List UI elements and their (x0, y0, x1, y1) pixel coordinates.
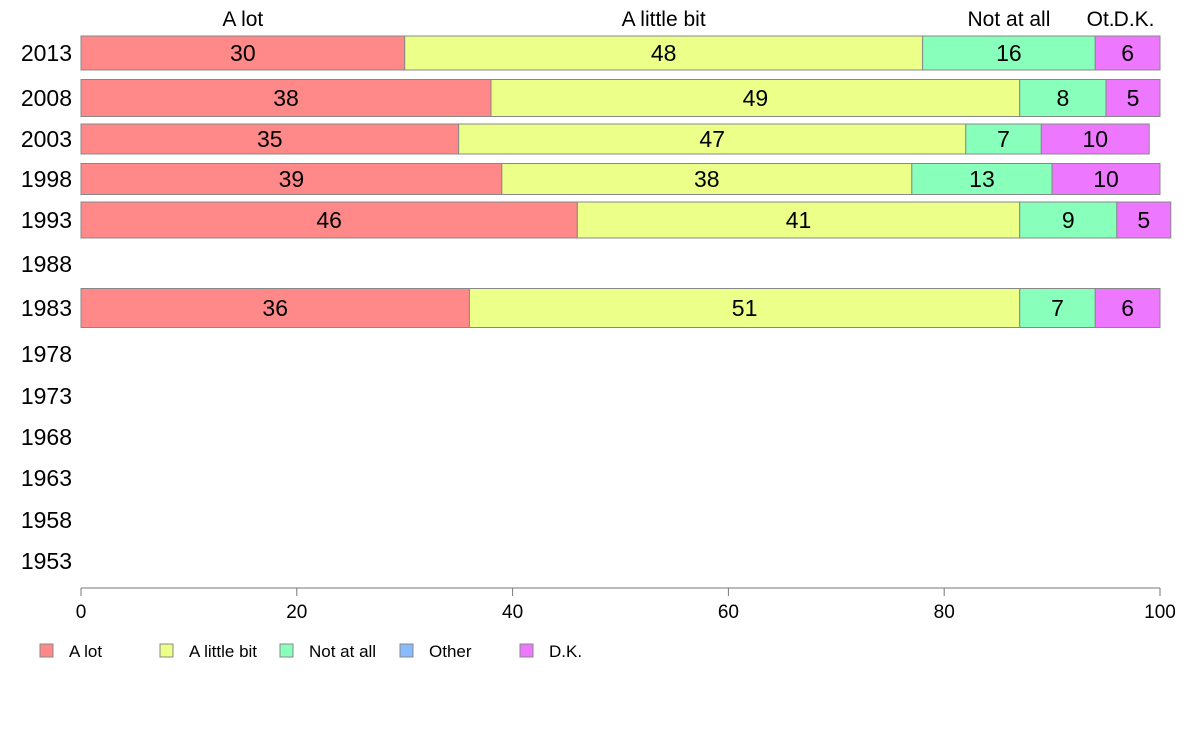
legend-label-a-little-bit: A little bit (189, 642, 257, 661)
x-tick-label: 80 (934, 602, 955, 623)
bar-2013-a-little-bit (404, 35, 924, 71)
data-label-2003-d-k: 10 (1082, 126, 1108, 152)
data-label-1993-a-lot: 46 (316, 207, 342, 233)
data-label-2008-d-k: 5 (1127, 85, 1140, 111)
legend-swatch-other (399, 643, 414, 658)
x-tick-label: 0 (76, 602, 87, 623)
data-label-1993-a-little-bit: 41 (786, 207, 812, 233)
bar-1998-a-lot (80, 163, 503, 195)
column-headers: A lot A little bit Not at all Ot. D.K. (222, 8, 1154, 31)
data-label-1983-a-little-bit: 51 (732, 295, 758, 321)
bar-1998-a-little-bit (501, 163, 913, 195)
bar-2008-a-lot (80, 79, 492, 117)
data-label-2013-a-little-bit: 48 (651, 40, 677, 66)
year-label-1988: 1988 (21, 251, 72, 277)
x-tick-label: 60 (718, 602, 739, 623)
bar-2013-a-lot (80, 35, 406, 71)
legend-swatch-a-lot (39, 643, 54, 658)
data-label-1998-d-k: 10 (1093, 166, 1119, 192)
legend-swatch-a-little-bit (159, 643, 174, 658)
year-label-1993: 1993 (21, 207, 72, 233)
legend-swatch-not-at-all (279, 643, 294, 658)
data-label-2003-a-little-bit: 47 (699, 126, 725, 152)
legend: A lot A little bit Not at all Other D.K. (39, 642, 582, 661)
year-labels: 2013 2008 2003 1998 1993 1988 1983 1978 1973 1968… (21, 40, 72, 574)
bar-1993-not-at-all (1019, 201, 1118, 239)
bar-1993-a-lot (80, 201, 578, 239)
bar-2003-d-k (1040, 123, 1150, 155)
bar-1983-not-at-all (1019, 288, 1096, 328)
year-label-1973: 1973 (21, 383, 72, 409)
column-header-a-lot: A lot (222, 8, 263, 31)
year-label-1998: 1998 (21, 166, 72, 192)
legend-label-a-lot: A lot (69, 642, 102, 661)
x-tick-label: 20 (286, 602, 307, 623)
bar-2003-a-lot (80, 123, 460, 155)
bar-1983-a-lot (80, 288, 470, 328)
column-header-not-at-all: Not at all (968, 8, 1051, 31)
bar-2003-a-little-bit (458, 123, 967, 155)
year-label-2008: 2008 (21, 85, 72, 111)
data-label-2013-not-at-all: 16 (996, 40, 1022, 66)
bar-1983-a-little-bit (468, 288, 1021, 328)
bar-1993-a-little-bit (576, 201, 1021, 239)
data-label-2003-not-at-all: 7 (997, 126, 1010, 152)
bar-1998-d-k (1051, 163, 1161, 195)
year-label-1958: 1958 (21, 507, 72, 533)
column-header-d-k: D.K. (1114, 8, 1155, 31)
data-label-1993-d-k: 5 (1137, 207, 1150, 233)
data-label-1998-a-lot: 39 (279, 166, 305, 192)
data-label-2008-a-lot: 38 (273, 85, 299, 111)
year-label-2003: 2003 (21, 126, 72, 152)
data-label-2003-a-lot: 35 (257, 126, 283, 152)
column-header-ot: Ot. (1087, 8, 1115, 31)
data-label-1998-not-at-all: 13 (969, 166, 995, 192)
legend-label-not-at-all: Not at all (309, 642, 376, 661)
year-label-1953: 1953 (21, 548, 72, 574)
data-label-2013-a-lot: 30 (230, 40, 256, 66)
bars: 30 48 16 6 38 49 8 5 35 47 7 10 39 38 13 10 46 41 9 5 36 51 7 6 (80, 35, 1172, 328)
data-label-2008-not-at-all: 8 (1056, 85, 1069, 111)
data-label-1998-a-little-bit: 38 (694, 166, 720, 192)
year-label-1963: 1963 (21, 465, 72, 491)
year-label-1983: 1983 (21, 295, 72, 321)
bar-2008-d-k (1105, 79, 1161, 117)
x-tick-label: 100 (1144, 602, 1176, 623)
data-label-1993-not-at-all: 9 (1062, 207, 1075, 233)
data-label-1983-d-k: 6 (1121, 295, 1134, 321)
x-axis: 0 20 40 60 80 100 (76, 587, 1176, 623)
bar-2013-not-at-all (922, 35, 1096, 71)
bar-2013-d-k (1094, 35, 1161, 71)
bar-2008-not-at-all (1019, 79, 1107, 117)
data-label-1983-a-lot: 36 (262, 295, 288, 321)
year-label-2013: 2013 (21, 40, 72, 66)
bar-2008-a-little-bit (490, 79, 1021, 117)
bar-1983-d-k (1094, 288, 1161, 328)
data-label-1983-not-at-all: 7 (1051, 295, 1064, 321)
column-header-a-little-bit: A little bit (622, 8, 706, 31)
year-label-1968: 1968 (21, 424, 72, 450)
legend-swatch-d-k (519, 643, 534, 658)
legend-label-d-k: D.K. (549, 642, 582, 661)
data-label-2013-d-k: 6 (1121, 40, 1134, 66)
data-label-2008-a-little-bit: 49 (743, 85, 769, 111)
x-tick-label: 40 (502, 602, 523, 623)
year-label-1978: 1978 (21, 341, 72, 367)
bar-1993-d-k (1116, 201, 1172, 239)
legend-label-other: Other (429, 642, 472, 661)
